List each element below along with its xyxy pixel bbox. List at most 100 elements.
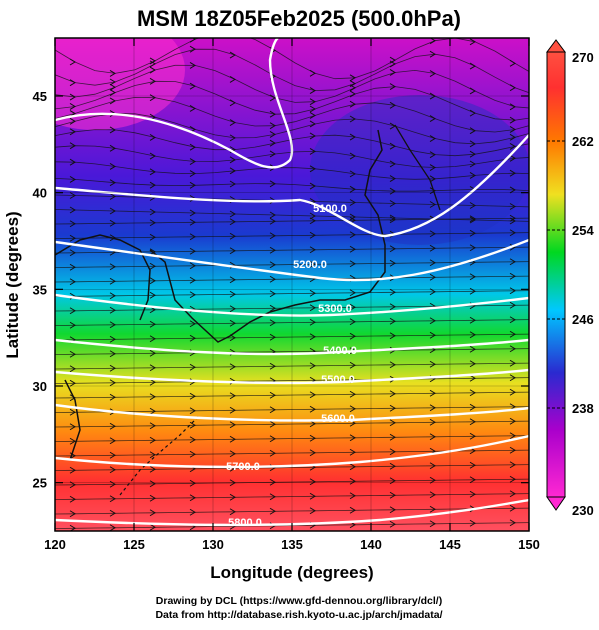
contour-label: 5800.0 (228, 517, 262, 529)
wind-arrow (189, 143, 196, 151)
wind-arrow (189, 450, 196, 458)
wind-arrow (349, 100, 356, 108)
wind-arrow (269, 217, 276, 225)
wind-arrow (429, 418, 436, 426)
colorbar-lower-arrow (546, 496, 566, 511)
wind-arrow (109, 78, 116, 86)
wind-arrow (389, 187, 396, 195)
wind-arrow (509, 59, 516, 67)
wind-arrow (109, 466, 116, 474)
wind-arrow (389, 404, 396, 412)
wind-arrow (189, 209, 196, 217)
wind-arrow (149, 168, 156, 176)
wind-streamline (55, 406, 529, 413)
wind-streamline (55, 80, 529, 121)
wind-arrow (509, 169, 516, 177)
colorbar-ticks: 230 238 246 254 262 270 (547, 50, 594, 518)
wind-arrow (109, 379, 116, 387)
wind-arrow (429, 433, 436, 441)
wind-arrow (429, 331, 436, 339)
wind-arrow (429, 288, 436, 296)
wind-arrow (69, 263, 76, 271)
lat-lon-grid (55, 38, 529, 531)
wind-arrow (109, 437, 116, 445)
wind-arrow (189, 170, 196, 177)
wind-arrow (389, 303, 396, 311)
wind-arrow (69, 278, 76, 286)
wind-arrow (429, 187, 436, 195)
wind-arrow (469, 38, 476, 46)
wind-arrow (69, 117, 76, 125)
wind-arrow (429, 404, 436, 412)
wind-arrow (309, 87, 316, 94)
wind-arrow (269, 449, 276, 457)
contour-label: 5200.0 (293, 259, 327, 271)
height-contour (55, 293, 529, 317)
wind-arrow (269, 211, 276, 219)
wind-arrow (429, 70, 436, 77)
wind-arrow (469, 316, 476, 324)
wind-arrow (109, 524, 116, 531)
wind-arrow (309, 434, 316, 442)
wind-arrow (509, 475, 516, 483)
wind-arrow (269, 261, 276, 269)
map-title: MSM 18Z05Feb2025 (500.0hPa) (137, 6, 461, 31)
wind-streamline (55, 38, 529, 80)
wind-arrow (269, 478, 276, 486)
wind-arrow (109, 364, 116, 372)
wind-arrow (229, 218, 236, 226)
wind-arrow (149, 422, 156, 430)
wind-arrow (269, 493, 276, 501)
y-tick-label: 35 (33, 282, 47, 297)
wind-arrow (349, 419, 356, 427)
wind-arrow (309, 231, 316, 239)
wind-arrow (149, 181, 156, 189)
y-tick-label: 30 (33, 379, 47, 394)
wind-arrow (429, 462, 436, 470)
wind-arrow (389, 83, 396, 91)
wind-arrow (429, 273, 436, 281)
wind-streamline (55, 129, 529, 157)
wind-arrow (349, 390, 356, 398)
wind-arrow (389, 216, 396, 224)
wind-arrow (349, 434, 356, 442)
wind-arrow (309, 69, 316, 77)
height-contour (55, 368, 529, 385)
wind-arrow (229, 392, 236, 400)
wind-arrow (269, 150, 276, 158)
wind-arrow (229, 180, 236, 188)
wind-arrow (349, 152, 356, 160)
wind-arrow (109, 306, 116, 314)
wind-streamline (55, 319, 529, 326)
wind-arrow (469, 87, 476, 95)
wind-streamline (55, 96, 529, 133)
wind-arrow (189, 363, 196, 371)
wind-arrow (149, 60, 156, 68)
wind-arrow (189, 320, 196, 328)
wind-arrow (189, 45, 196, 53)
wind-arrow (269, 139, 276, 147)
y-axis-title: Latitude (degrees) (3, 211, 22, 358)
wind-arrow (509, 417, 516, 425)
y-axis-ticks: 25 30 35 40 45 (33, 89, 529, 491)
credit-drawing: Drawing by DCL (https://www.gfd-dennou.o… (156, 595, 442, 607)
wind-arrow (389, 142, 396, 150)
wind-arrow (109, 83, 116, 91)
wind-arrow (429, 201, 436, 208)
coastline-japan (149, 129, 386, 343)
wind-arrow (109, 219, 116, 227)
wind-arrow (269, 435, 276, 443)
wind-arrow (429, 505, 436, 513)
wind-streamline (55, 464, 529, 471)
wind-arrow (229, 479, 236, 487)
wind-streamline (55, 377, 529, 384)
wind-arrow (309, 182, 316, 190)
wind-arrow (189, 247, 196, 255)
wind-streamline (55, 333, 529, 341)
wind-arrow (389, 520, 396, 528)
wind-arrow (389, 361, 396, 369)
wind-streamline (55, 261, 529, 268)
wind-arrow (389, 288, 396, 296)
credit-data: Data from http://database.rish.kyoto-u.a… (155, 609, 442, 621)
wind-arrow (469, 140, 476, 148)
